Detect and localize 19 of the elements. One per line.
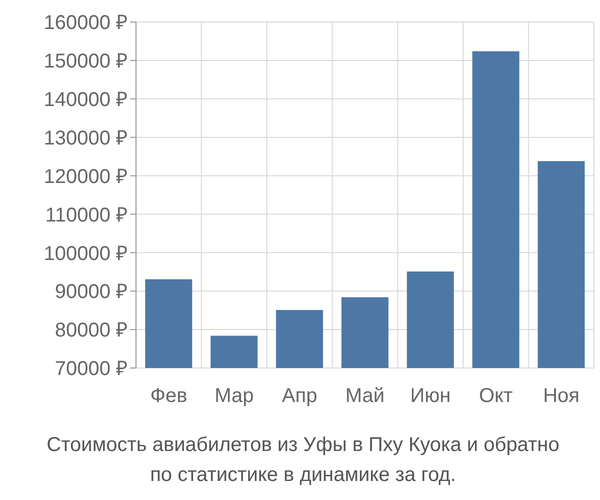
y-tick-label: 140000 ₽ (44, 88, 128, 111)
y-tick-label: 80000 ₽ (54, 320, 128, 342)
y-tick-label: 150000 ₽ (44, 50, 128, 73)
y-tick-label: 160000 ₽ (44, 12, 128, 34)
x-tick-label: Июн (410, 385, 451, 408)
y-tick-label: 110000 ₽ (45, 204, 128, 226)
y-tick-label: 130000 ₽ (44, 127, 128, 150)
x-tick-label: Фев (150, 385, 188, 408)
y-tick-label: 70000 ₽ (54, 358, 128, 380)
x-tick-label: Окт (479, 385, 513, 408)
text: Стоимость авиабилетов из Уфы в Пху Куока и обратно (46, 433, 560, 458)
y-tick-label: 90000 ₽ (54, 281, 128, 304)
x-tick-label: Апр (282, 385, 318, 408)
x-tick-label: Май (345, 385, 385, 408)
x-tick-label: Ноя (543, 385, 580, 408)
y-tick-label: 120000 ₽ (44, 166, 128, 188)
y-tick-label: 100000 ₽ (44, 242, 128, 265)
x-tick-label: Мар (214, 385, 254, 408)
text: по статистике в динамике за год. (149, 463, 457, 488)
